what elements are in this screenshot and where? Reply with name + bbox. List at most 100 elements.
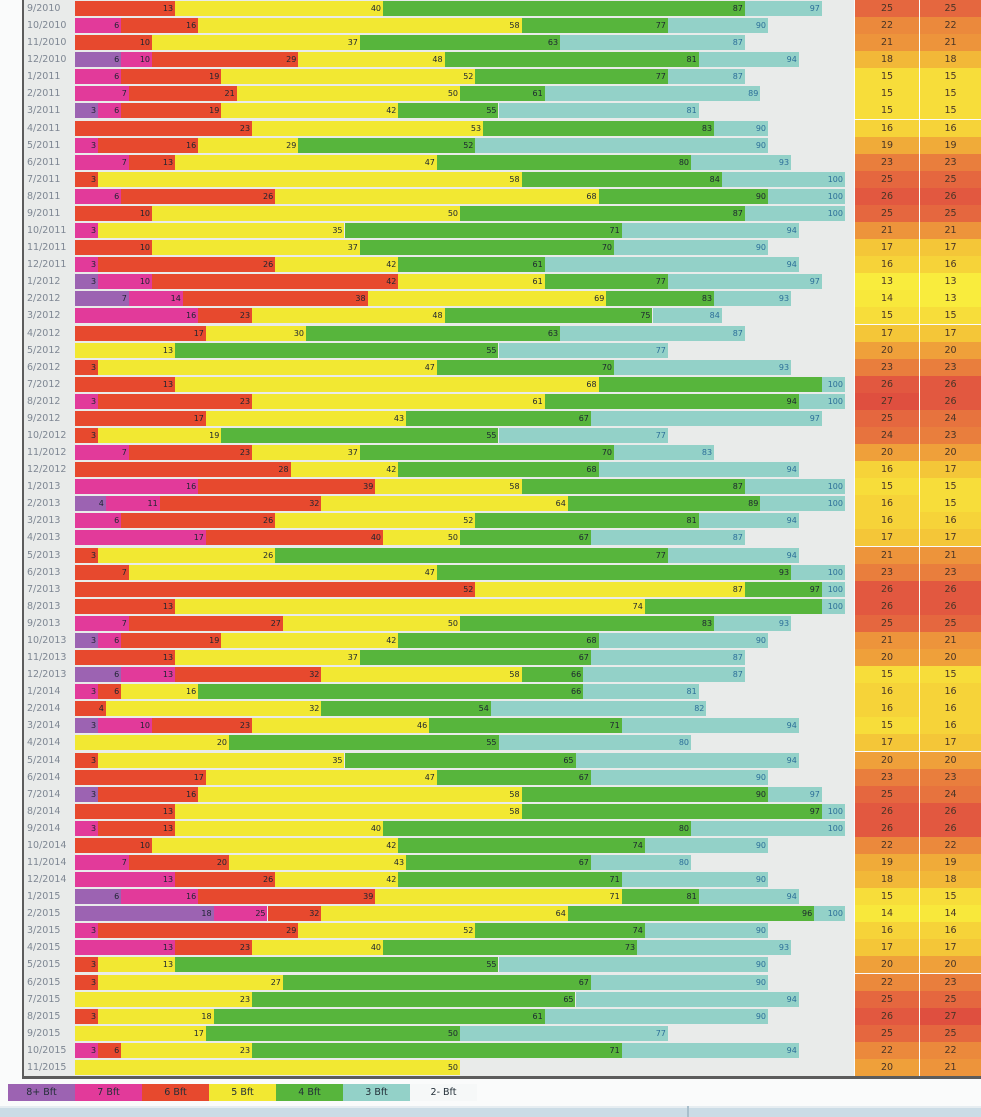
bar-track: 3 27 67 90 xyxy=(75,974,845,990)
bar-row: 10/2012 3 19 55 77 24 23 xyxy=(0,427,981,444)
segment-value-label: 83 xyxy=(701,123,713,133)
bar-row: 5/2012 13 55 77 20 20 xyxy=(0,341,981,359)
segment-value-label: 6 xyxy=(114,106,120,116)
bar-segment-5bft xyxy=(252,445,360,461)
bar-track: 3 6 19 42 68 90 xyxy=(75,632,845,648)
month-label: 4/2014 xyxy=(27,737,61,749)
segment-value-label: 94 xyxy=(786,755,797,765)
segment-value-label: 3 xyxy=(91,226,97,236)
bar-row: 6/2013 7 47 93 100 23 23 xyxy=(0,563,981,581)
water-temp-cell: 17 xyxy=(920,324,981,342)
bar-track: 23 65 94 xyxy=(75,991,845,1007)
air-temp-cell: 21 xyxy=(855,34,919,52)
segment-value-label: 13 xyxy=(162,806,174,816)
segment-value-label: 25 xyxy=(255,909,266,919)
bar-segment-8+bft xyxy=(75,274,99,290)
bar-segment-3bft xyxy=(691,820,845,836)
segment-value-label: 93 xyxy=(778,157,790,167)
segment-value-label: 90 xyxy=(755,635,766,645)
bar-segment-4bft xyxy=(398,257,545,273)
segment-value-label: 3 xyxy=(91,277,97,287)
bar-segment-4bft xyxy=(406,855,591,870)
bar-segment-4bft xyxy=(383,940,638,956)
air-temp-cell: 17 xyxy=(855,734,919,752)
segment-value-label: 68 xyxy=(586,635,597,645)
air-temp-cell: 16 xyxy=(855,119,919,137)
bar-segment-3bft xyxy=(714,291,792,307)
segment-value-label: 3 xyxy=(91,823,97,833)
bar-segment-3bft xyxy=(598,632,768,648)
bar-row: 7/2013 52 87 97 100 26 26 xyxy=(0,580,981,598)
water-temp-cell: 26 xyxy=(920,802,981,820)
bar-track: 20 55 80 xyxy=(75,735,845,751)
bar-segment-6bft xyxy=(98,137,199,153)
bar-segment-7bft xyxy=(75,69,122,85)
month-label: 9/2012 xyxy=(27,412,61,424)
bar-track: 17 50 77 xyxy=(75,1025,845,1041)
bar-row: 3/2013 6 26 52 81 94 16 16 xyxy=(0,512,981,530)
bar-segment-6bft xyxy=(75,376,176,392)
bar-segment-4bft xyxy=(436,154,691,170)
segment-value-label: 71 xyxy=(609,226,620,236)
bar-segment-5bft xyxy=(475,581,745,597)
water-temp-cell: 14 xyxy=(920,905,981,923)
segment-value-label: 94 xyxy=(786,516,797,526)
bar-segment-4bft xyxy=(229,735,499,751)
air-temp-cell: 15 xyxy=(855,102,919,120)
bar-track: 17 43 67 97 xyxy=(75,410,845,426)
bar-segment-3bft xyxy=(590,769,768,785)
segment-value-label: 55 xyxy=(486,345,497,355)
month-label: 3/2012 xyxy=(27,310,61,322)
bar-segment-5bft xyxy=(275,188,599,204)
segment-value-label: 10 xyxy=(139,38,150,48)
segment-value-label: 32 xyxy=(309,670,320,680)
bar-segment-3bft xyxy=(821,581,845,597)
bar-segment-3bft xyxy=(498,342,668,358)
segment-value-label: 16 xyxy=(186,482,197,492)
air-temp-cell: 21 xyxy=(855,546,919,564)
bar-track: 6 16 39 71 81 94 xyxy=(75,889,845,905)
air-temp-cell: 15 xyxy=(855,307,919,325)
segment-value-label: 13 xyxy=(162,670,174,680)
air-temp-cell: 20 xyxy=(855,444,919,462)
air-temp-cell: 22 xyxy=(855,17,919,35)
segment-value-label: 7 xyxy=(121,567,127,577)
bar-segment-4bft xyxy=(221,428,499,443)
bar-segment-4bft xyxy=(744,581,822,597)
air-temp-cell: 15 xyxy=(855,68,919,86)
bar-segment-3bft xyxy=(560,35,745,51)
segment-value-label: 29 xyxy=(286,55,297,65)
water-temp-cell: 17 xyxy=(920,939,981,957)
segment-value-label: 3 xyxy=(91,550,97,560)
air-temp-cell: 21 xyxy=(855,222,919,240)
bar-segment-3bft xyxy=(760,496,845,512)
segment-value-label: 3 xyxy=(91,140,97,150)
bar-track: 13 68 100 xyxy=(75,376,845,392)
bar-segment-6bft xyxy=(75,171,99,187)
bar-segment-3bft xyxy=(721,171,845,187)
bar-segment-5bft xyxy=(205,410,407,426)
bar-row: 12/2010 6 10 29 48 81 94 18 18 xyxy=(0,51,981,69)
bar-track: 10 37 70 90 xyxy=(75,240,845,256)
water-temp-cell: 23 xyxy=(920,563,981,581)
bar-track: 17 40 50 67 87 xyxy=(75,530,845,546)
month-label: 3/2014 xyxy=(27,720,61,732)
bar-segment-3bft xyxy=(475,137,768,153)
segment-value-label: 94 xyxy=(786,55,797,65)
bar-segment-5bft xyxy=(98,428,222,443)
horizontal-scrollbar[interactable] xyxy=(0,1106,981,1117)
segment-value-label: 3 xyxy=(91,926,97,936)
bar-segment-5bft xyxy=(252,940,383,956)
bar-segment-4bft xyxy=(344,752,576,768)
segment-value-label: 40 xyxy=(370,943,381,953)
segment-value-label: 50 xyxy=(447,1062,458,1072)
bar-segment-6bft xyxy=(75,803,176,819)
segment-value-label: 74 xyxy=(632,840,643,850)
segment-value-label: 6 xyxy=(114,516,120,526)
water-temp-cell: 18 xyxy=(920,871,981,889)
water-temp-cell: 20 xyxy=(920,751,981,769)
bar-segment-7bft xyxy=(98,632,122,648)
bar-segment-3bft xyxy=(667,69,745,85)
bar-row: 10/2013 3 6 19 42 68 90 21 21 xyxy=(0,631,981,649)
segment-value-label: 100 xyxy=(827,396,843,406)
